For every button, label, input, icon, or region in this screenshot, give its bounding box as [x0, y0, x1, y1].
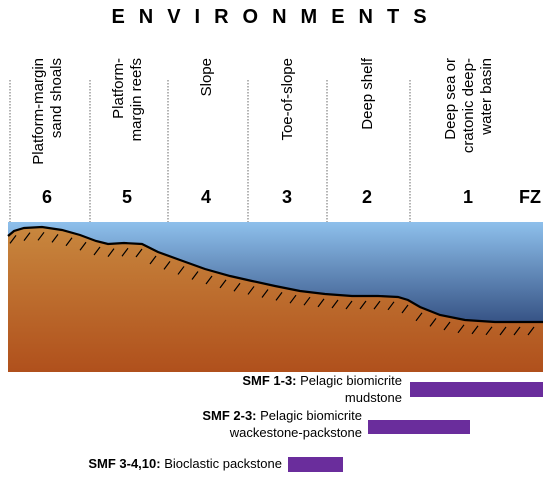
environment-label-6: Platform-marginsand shoals — [30, 58, 65, 165]
hatch-mark — [303, 296, 311, 306]
hatch-mark — [205, 275, 213, 285]
environment-label-5: Platform-margin reefs — [110, 58, 145, 141]
facies-label-line2: wackestone-packstone — [229, 425, 362, 440]
zone-number-2: 2 — [362, 187, 372, 207]
hatch-mark — [471, 325, 479, 335]
hatch-mark — [107, 248, 115, 257]
hatch-mark — [219, 279, 227, 289]
hatch-mark — [345, 300, 353, 310]
hatch-mark — [373, 300, 381, 310]
hatch-mark — [37, 231, 45, 241]
environment-label-2: Deep shelf — [359, 57, 376, 130]
zone-numbers: 6 5 4 3 2 1 FZ — [42, 187, 541, 207]
facies-label: SMF 1-3: Pelagic biomicrite — [242, 373, 402, 388]
zone-number-1: 1 — [463, 187, 473, 207]
environment-labels: Platform-marginsand shoals Platform-margi… — [30, 57, 495, 165]
facies-range-bar — [288, 457, 343, 472]
hatch-mark — [443, 321, 451, 331]
hatch-mark — [317, 298, 325, 308]
hatch-mark — [23, 232, 31, 242]
hatch-mark — [9, 235, 17, 244]
hatch-mark — [177, 266, 185, 275]
hatch-mark — [429, 318, 437, 327]
facies-range-bar — [368, 420, 470, 434]
hatch-mark — [247, 286, 255, 295]
hatch-mark — [135, 248, 143, 258]
zone-number-3: 3 — [282, 187, 292, 207]
hatch-mark — [275, 292, 283, 301]
hatch-mark — [93, 246, 101, 256]
hatch-mark — [149, 255, 157, 265]
sediment-body — [8, 227, 543, 372]
hatch-mark — [163, 261, 171, 270]
hatch-mark — [191, 271, 199, 280]
hatch-mark — [387, 301, 395, 311]
hatch-mark — [359, 300, 367, 310]
zone-label-fz: FZ — [519, 187, 541, 207]
hatch-mark — [79, 241, 87, 251]
hatch-mark — [233, 282, 241, 292]
facies-range-bar — [410, 382, 543, 397]
hatch-mark — [513, 326, 521, 336]
hatch-mark — [51, 234, 59, 243]
facies-label: SMF 2-3: Pelagic biomicrite — [202, 408, 362, 423]
facies-label: SMF 3-4,10: Bioclastic packstone — [88, 456, 282, 471]
environment-label-3: Toe-of-slope — [279, 58, 296, 141]
facies-label-line2: mudstone — [345, 390, 402, 405]
environment-label-4: Slope — [198, 58, 215, 96]
zone-number-4: 4 — [201, 187, 211, 207]
seafloor-hatching — [9, 231, 535, 336]
environment-dividers — [9, 80, 411, 226]
facies-row: SMF 2-3: Pelagic biomicrite wackestone-pa… — [202, 408, 470, 440]
hatch-mark — [261, 289, 269, 298]
zone-number-5: 5 — [122, 187, 132, 207]
hatch-mark — [289, 294, 297, 304]
hatch-mark — [65, 237, 73, 247]
hatch-mark — [527, 326, 535, 336]
facies-row: SMF 1-3: Pelagic biomicrite mudstone — [242, 373, 543, 405]
hatch-mark — [121, 247, 129, 257]
hatch-mark — [331, 299, 339, 309]
facies-legend: SMF 1-3: Pelagic biomicrite mudstone SMF 2… — [88, 373, 543, 472]
seafloor-line — [7, 225, 543, 324]
hatch-mark — [457, 324, 465, 334]
hatch-mark — [415, 312, 423, 322]
hatch-mark — [485, 326, 493, 336]
environment-label-1: Deep sea orcratonic deep-water basin — [442, 58, 495, 153]
diagram-title: ENVIRONMENTS — [111, 6, 440, 28]
zone-number-6: 6 — [42, 187, 52, 207]
hatch-mark — [499, 326, 507, 336]
hatch-mark — [401, 304, 409, 314]
facies-row: SMF 3-4,10: Bioclastic packstone — [88, 456, 343, 472]
